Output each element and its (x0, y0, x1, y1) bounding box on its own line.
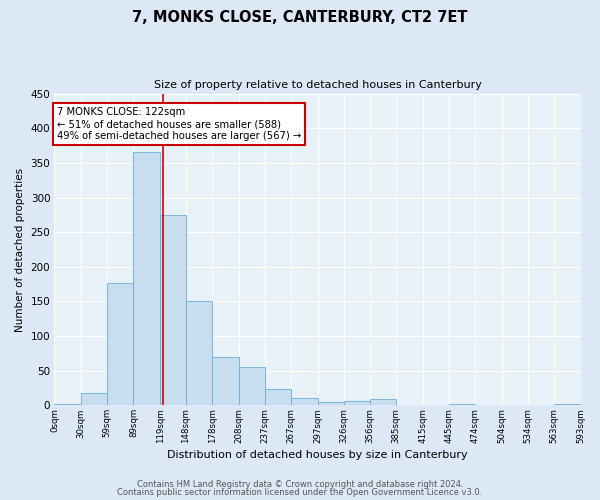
Bar (239, 368, 265, 406)
Bar (133, 152, 160, 406)
Text: 7, MONKS CLOSE, CANTERBURY, CT2 7ET: 7, MONKS CLOSE, CANTERBURY, CT2 7ET (132, 10, 468, 25)
Text: Contains HM Land Registry data © Crown copyright and database right 2024.: Contains HM Land Registry data © Crown c… (137, 480, 463, 489)
Bar (370, 399, 396, 406)
Bar (212, 357, 239, 406)
Bar (160, 215, 186, 406)
X-axis label: Distribution of detached houses by size in Canterbury: Distribution of detached houses by size … (167, 450, 468, 460)
Y-axis label: Number of detached properties: Number of detached properties (15, 168, 25, 332)
Bar (265, 389, 292, 406)
Title: Size of property relative to detached houses in Canterbury: Size of property relative to detached ho… (154, 80, 481, 90)
Bar (344, 401, 370, 406)
Text: Contains public sector information licensed under the Open Government Licence v3: Contains public sector information licen… (118, 488, 482, 497)
Bar (318, 402, 344, 406)
Bar (186, 301, 212, 406)
Bar (81, 393, 107, 406)
Text: 7 MONKS CLOSE: 122sqm
← 51% of detached houses are smaller (588)
49% of semi-det: 7 MONKS CLOSE: 122sqm ← 51% of detached … (57, 108, 301, 140)
Bar (55, 404, 81, 406)
Bar (292, 398, 318, 406)
Bar (449, 404, 475, 406)
Bar (107, 284, 133, 406)
Bar (554, 404, 580, 406)
